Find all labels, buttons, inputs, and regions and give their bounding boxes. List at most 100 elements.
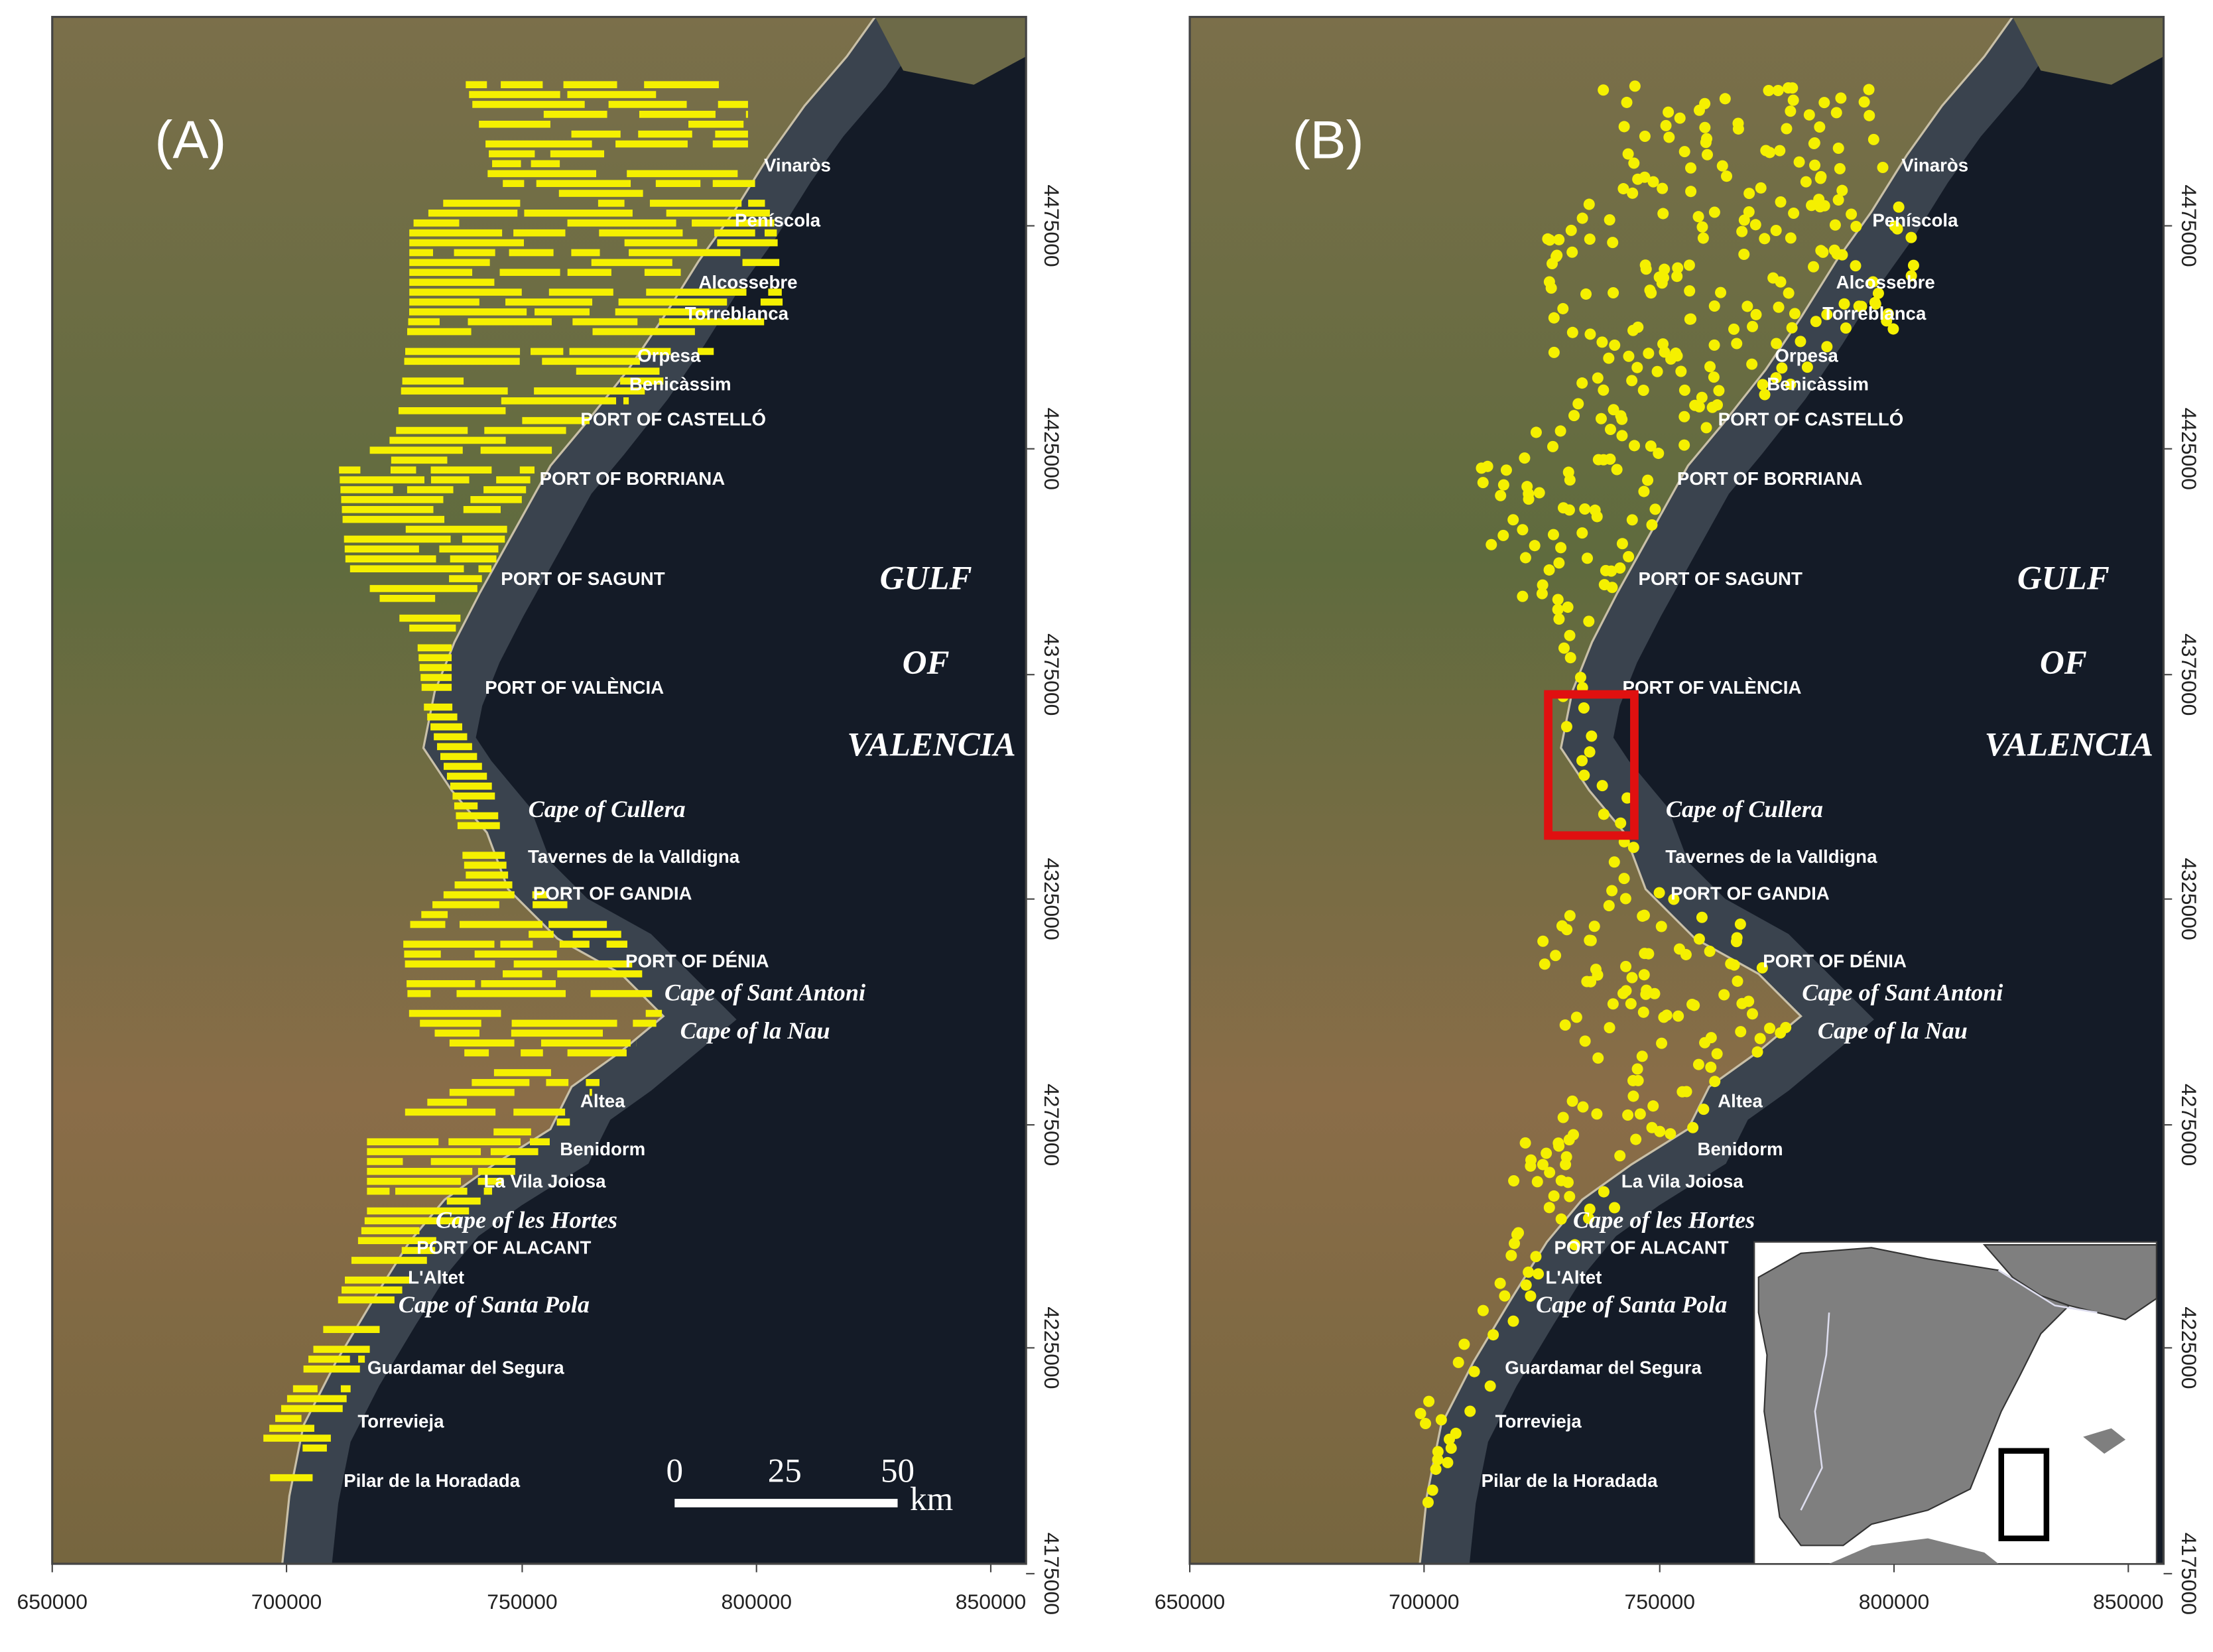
sample-point xyxy=(1801,361,1813,373)
sample-point xyxy=(1639,130,1651,142)
y-tick-label: 4325000 xyxy=(1040,858,1064,940)
sample-point xyxy=(1579,503,1591,515)
sample-point xyxy=(1627,1090,1639,1102)
place-label: Torrevieja xyxy=(357,1411,444,1431)
sample-point xyxy=(1487,1329,1499,1341)
sample-point xyxy=(1696,911,1708,923)
sample-point xyxy=(1552,604,1564,615)
sample-point xyxy=(1618,873,1630,885)
sample-point xyxy=(1559,1019,1571,1031)
zoom-box xyxy=(1544,690,1639,840)
place-label: Guardamar del Segura xyxy=(367,1358,564,1378)
sample-point xyxy=(1653,448,1665,460)
sample-point xyxy=(1757,379,1769,391)
sample-point xyxy=(1557,302,1569,314)
sample-point xyxy=(1646,519,1658,531)
place-label: PORT OF CASTELLÓ xyxy=(1718,409,1904,430)
sample-point xyxy=(1741,300,1753,312)
map-panel: (B) Vinaròs Peníscola Alcossebre Torreblanca… xyxy=(1155,15,2201,1615)
sample-point xyxy=(1770,372,1782,384)
sample-point xyxy=(1592,1052,1604,1064)
sample-point xyxy=(1611,464,1623,476)
sample-point xyxy=(1803,109,1815,121)
place-label: Altea xyxy=(580,1090,625,1111)
sample-point xyxy=(1793,156,1805,168)
sample-point xyxy=(1821,308,1833,320)
sample-point xyxy=(1564,652,1576,664)
sample-point xyxy=(1600,564,1612,576)
sample-point xyxy=(1607,998,1619,1010)
sample-point xyxy=(1628,157,1640,169)
sample-point xyxy=(1531,1176,1543,1188)
sample-point xyxy=(1615,817,1627,829)
sample-point xyxy=(1530,1251,1542,1263)
sample-point xyxy=(1562,602,1574,613)
sample-point xyxy=(1443,1433,1456,1445)
sample-point xyxy=(1642,474,1654,486)
sample-point xyxy=(1525,1160,1537,1172)
sample-point xyxy=(1627,1074,1639,1086)
sample-point xyxy=(1697,232,1709,244)
sample-point xyxy=(1477,477,1489,489)
place-label: Torreblanca xyxy=(1822,303,1927,324)
sample-point xyxy=(1751,1046,1763,1058)
sample-point xyxy=(1609,1202,1621,1214)
sample-point xyxy=(1468,1366,1480,1377)
sample-point xyxy=(1759,233,1771,245)
sample-point xyxy=(1775,1027,1787,1039)
sample-point xyxy=(1464,1405,1476,1417)
sample-point xyxy=(1626,972,1638,984)
sample-point xyxy=(1713,385,1725,397)
border xyxy=(1997,1269,2098,1314)
sample-point xyxy=(1728,323,1740,335)
sample-point xyxy=(1663,106,1675,118)
sample-point xyxy=(1786,322,1798,334)
sample-point xyxy=(1830,107,1842,119)
y-tick-label: 4225000 xyxy=(1040,1306,1064,1389)
sample-point xyxy=(1704,361,1716,373)
sample-point xyxy=(1734,918,1746,930)
sample-point xyxy=(1692,211,1704,223)
gulf-label: OF xyxy=(903,644,950,682)
place-label: PORT OF CASTELLÓ xyxy=(580,409,766,430)
sample-point xyxy=(1687,1121,1699,1133)
sample-point xyxy=(1568,410,1580,422)
land xyxy=(2012,17,2164,85)
scale-bar xyxy=(674,1499,898,1507)
sample-point xyxy=(1838,298,1850,310)
sample-point xyxy=(1626,375,1638,387)
sample-point xyxy=(1808,261,1820,273)
sample-point xyxy=(1561,924,1573,936)
sample-point xyxy=(1867,133,1879,145)
sample-point xyxy=(1486,539,1497,550)
place-label: Alcossebre xyxy=(1836,272,1935,292)
sample-point xyxy=(1683,259,1695,271)
sample-point xyxy=(1877,161,1889,173)
sample-point xyxy=(1649,503,1661,515)
place-label: La Vila Joiosa xyxy=(1621,1171,1744,1192)
sample-point xyxy=(1627,187,1639,199)
sample-point xyxy=(1500,464,1512,476)
sample-point xyxy=(1584,1203,1596,1215)
place-label: Benicàssim xyxy=(1767,373,1869,394)
y-tick-label: 4475000 xyxy=(2177,184,2201,267)
sample-point xyxy=(1419,1418,1432,1430)
sample-point xyxy=(1426,1484,1438,1496)
sample-point xyxy=(1609,339,1621,351)
place-label: Alcossebre xyxy=(698,272,797,292)
sample-point xyxy=(1785,232,1797,244)
sample-point xyxy=(1836,184,1848,196)
sample-point xyxy=(1654,1125,1666,1137)
x-tick-label: 700000 xyxy=(1389,1590,1459,1614)
scale-label: 25 xyxy=(768,1452,802,1490)
sample-point xyxy=(1746,1008,1759,1020)
y-tick-label: 4275000 xyxy=(1040,1084,1064,1166)
sample-point xyxy=(1564,474,1576,486)
sample-point xyxy=(1423,1395,1435,1407)
sample-point xyxy=(1731,338,1743,349)
place-label: Benidorm xyxy=(1698,1139,1783,1159)
sample-point xyxy=(1578,769,1590,781)
sample-point xyxy=(1644,285,1656,296)
sample-point xyxy=(1832,142,1844,154)
sample-point xyxy=(1598,84,1610,96)
